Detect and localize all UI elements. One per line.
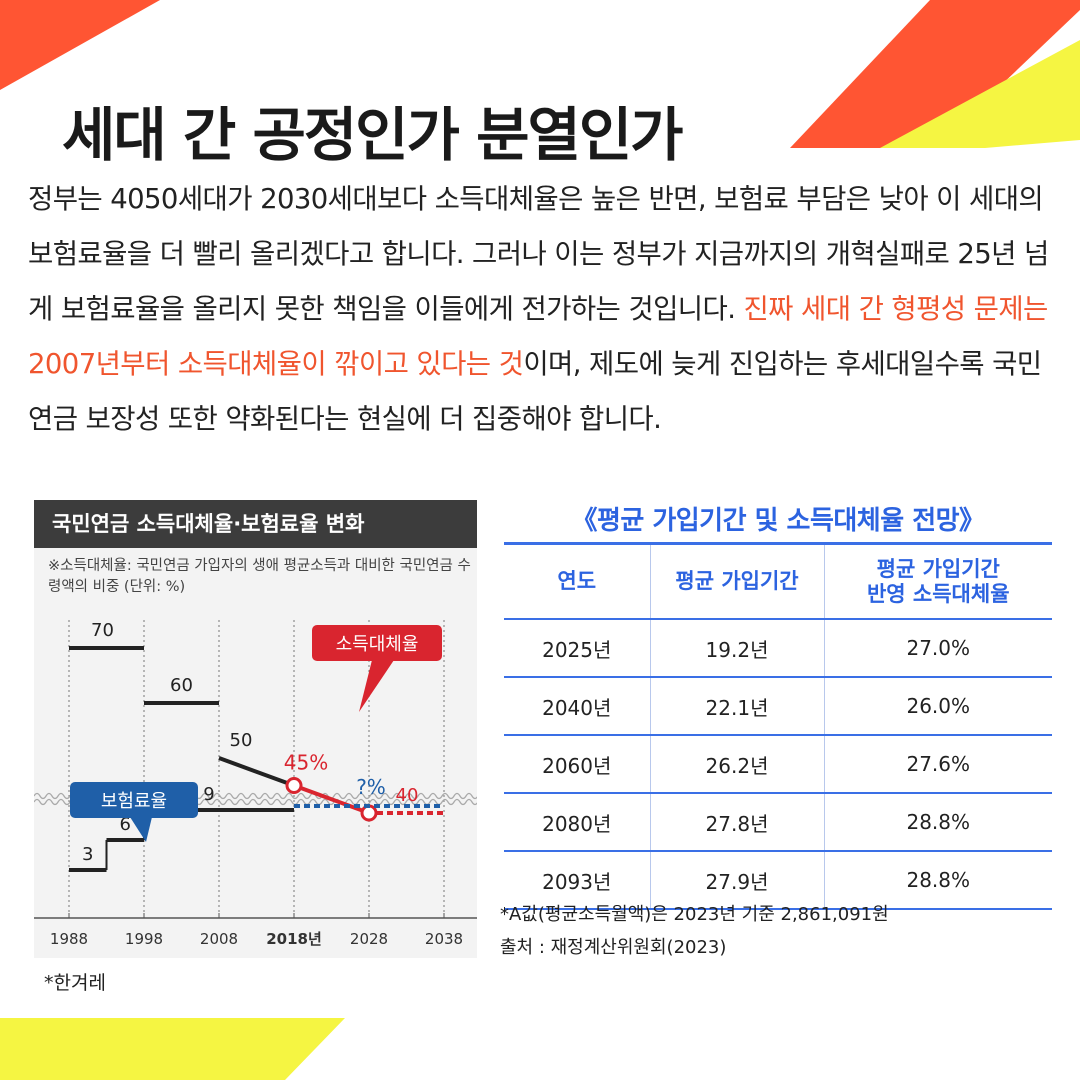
table-row: 2040년 22.1년 26.0%: [504, 677, 1052, 736]
table-cell: 26.2년: [650, 735, 825, 794]
table-footnote-1: *A값(평균소득월액)은 2023년 기준 2,861,091원: [500, 904, 889, 925]
top-left-red-stripe: [0, 0, 160, 90]
outlook-table: 연도 평균 가입기간 평균 가입기간 반영 소득대체율 2025년 19.2년 27.0%…: [504, 542, 1052, 910]
contribution-label: 3: [82, 844, 93, 865]
x-tick-label: 2038: [425, 930, 463, 948]
table-cell: 22.1년: [650, 677, 825, 736]
table-row: 2060년 26.2년 27.6%: [504, 735, 1052, 794]
contribution-callout-box: [70, 782, 198, 818]
table-cell: 2093년: [504, 851, 651, 910]
table-cell: 19.2년: [650, 619, 825, 678]
table-source: 출처 : 재정계산위원회(2023): [500, 937, 727, 958]
rate-line-2018-2028: [293, 783, 370, 815]
body-text-part2: 이며, 제도에 늦게 진입하는 후세대일수록 국민연금 보장성 또한 약화된다는…: [28, 348, 1042, 435]
x-tick-label: 2018년: [266, 930, 322, 948]
table-cell: 27.6%: [824, 735, 1052, 794]
rate-label-45: 45%: [284, 751, 328, 775]
table-cell: 27.0%: [824, 619, 1052, 678]
rate-callout-label: 소득대체율: [336, 634, 419, 655]
rate-label-70: 70: [91, 620, 114, 641]
table-header-cell: 연도: [504, 542, 651, 620]
chart-source: *한겨레: [44, 972, 106, 994]
table-cell: 27.8년: [650, 793, 825, 852]
contribution-projection-label: ?%: [356, 775, 386, 799]
top-right-yellow-stripe: [880, 40, 1080, 148]
table-footnotes: *A값(평균소득월액)은 2023년 기준 2,861,091원 출처 : 재정…: [500, 898, 889, 964]
body-text-part1: 정부는 4050세대가 2030세대보다 소득대체율은 높은 반면, 보험료 부…: [28, 183, 1049, 325]
rate-point-2028: [360, 804, 378, 822]
body-paragraph: 정부는 4050세대가 2030세대보다 소득대체율은 높은 반면, 보험료 부…: [28, 172, 1058, 447]
rate-callout-pointer: [359, 660, 394, 712]
table-cell: 2040년: [504, 677, 651, 736]
x-tick-label: 1988: [50, 930, 88, 948]
table-cell: 28.8%: [824, 851, 1052, 910]
table-cell: 27.9년: [650, 851, 825, 910]
table-cell: 26.0%: [824, 677, 1052, 736]
table-row: 2093년 27.9년 28.8%: [504, 851, 1052, 910]
rate-label-40: 40: [396, 785, 419, 806]
contribution-callout-pointer: [130, 817, 152, 842]
chart-plot: 1988 1998 2008 2018년 2028 2038 70 60 50 45% 40 소득대체…: [34, 620, 477, 948]
body-highlight-text: 진짜 세대 간 형평성 문제는 2007년부터 소득대체율이 깎이고 있다는 것: [28, 293, 1048, 380]
bottom-left-yellow-stripe: [0, 1018, 345, 1080]
table-cell: 2080년: [504, 793, 651, 852]
table-header-cell: 평균 가입기간 반영 소득대체율: [824, 542, 1052, 620]
contribution-label: 9: [203, 784, 214, 805]
rate-point-2018: [285, 777, 303, 794]
pension-rate-chart: 국민연금 소득대체율·보험료율 변화 ※소득대체율: 국민연금 가입자의 생애 …: [34, 500, 477, 958]
rate-line-2008-2018: [218, 756, 295, 788]
table-body: 2025년 19.2년 27.0% 2040년 22.1년 26.0% 2060년 26.2년…: [504, 619, 1052, 910]
table-row: 2025년 19.2년 27.0%: [504, 619, 1052, 678]
rate-callout-box: [312, 625, 442, 661]
rate-label-50: 50: [230, 730, 253, 751]
x-tick-label: 1998: [125, 930, 163, 948]
x-tick-label: 2028: [350, 930, 388, 948]
table-header-cell: 평균 가입기간: [650, 542, 825, 620]
top-right-red-stripe: [790, 0, 1080, 148]
table-cell: 28.8%: [824, 793, 1052, 852]
contribution-callout-label: 보험료율: [101, 791, 167, 812]
chart-title: 국민연금 소득대체율·보험료율 변화: [34, 500, 477, 548]
table-header-row: 연도 평균 가입기간 평균 가입기간 반영 소득대체율: [504, 542, 1052, 620]
chart-note: ※소득대체율: 국민연금 가입자의 생애 평균소득과 대비한 국민연금 수령액의…: [48, 558, 471, 595]
table-cell: 2060년: [504, 735, 651, 794]
table-title: 《평균 가입기간 및 소득대체율 전망》: [571, 506, 985, 536]
page-headline: 세대 간 공정인가 분열인가: [62, 101, 684, 169]
contribution-label: 6: [120, 814, 131, 835]
table-cell: 2025년: [504, 619, 651, 678]
table-row: 2080년 27.8년 28.8%: [504, 793, 1052, 852]
x-tick-label: 2008: [200, 930, 238, 948]
rate-label-60: 60: [170, 675, 193, 696]
